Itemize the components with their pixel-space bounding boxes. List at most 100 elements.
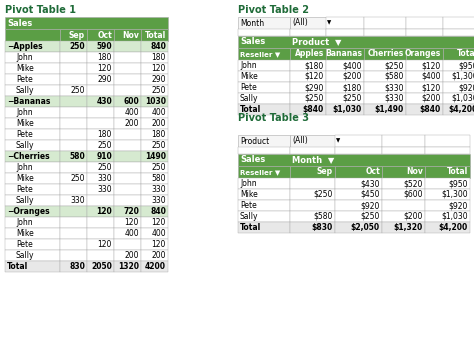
Text: (All): (All) xyxy=(292,136,308,145)
Text: Nov: Nov xyxy=(406,168,423,176)
Text: $330: $330 xyxy=(384,83,404,92)
Bar xyxy=(335,178,382,189)
Text: 120: 120 xyxy=(152,240,166,249)
Text: Apples: Apples xyxy=(295,49,324,58)
Bar xyxy=(406,71,443,82)
Text: $840: $840 xyxy=(420,105,441,114)
Bar xyxy=(238,222,290,233)
Bar xyxy=(114,129,141,140)
Bar xyxy=(364,93,406,104)
Text: $1,030: $1,030 xyxy=(333,105,362,114)
Bar xyxy=(60,162,87,173)
Text: Month: Month xyxy=(240,19,264,28)
Bar xyxy=(238,135,290,147)
Text: $200: $200 xyxy=(343,72,362,81)
Text: $600: $600 xyxy=(403,190,423,199)
Bar xyxy=(5,228,60,239)
Text: $920: $920 xyxy=(459,83,474,92)
Text: $920: $920 xyxy=(448,201,468,210)
Bar xyxy=(5,17,168,29)
Text: $4,200: $4,200 xyxy=(439,223,468,232)
Text: $1,320: $1,320 xyxy=(394,223,423,232)
Bar xyxy=(141,151,168,162)
Bar xyxy=(238,154,470,166)
Text: Cherries: Cherries xyxy=(368,49,404,58)
Text: 840: 840 xyxy=(150,207,166,216)
Bar xyxy=(87,206,114,217)
Text: 400: 400 xyxy=(151,108,166,117)
Bar xyxy=(141,217,168,228)
Bar xyxy=(141,74,168,85)
Text: 120: 120 xyxy=(125,218,139,227)
Bar xyxy=(87,107,114,118)
Text: 250: 250 xyxy=(71,174,85,183)
Text: $580: $580 xyxy=(314,212,333,221)
Bar xyxy=(87,184,114,195)
Text: Reseller ▼: Reseller ▼ xyxy=(240,51,280,57)
Text: Pivot Table 2: Pivot Table 2 xyxy=(238,5,309,15)
Bar xyxy=(382,189,425,200)
Text: 400: 400 xyxy=(124,229,139,238)
Bar xyxy=(5,151,60,162)
Bar xyxy=(5,29,60,41)
Bar xyxy=(60,52,87,63)
Text: 250: 250 xyxy=(98,141,112,150)
Text: 830: 830 xyxy=(69,262,85,271)
Bar xyxy=(326,29,364,36)
Bar xyxy=(114,217,141,228)
Text: $1,300: $1,300 xyxy=(441,190,468,199)
Bar xyxy=(114,29,141,41)
Text: 400: 400 xyxy=(151,229,166,238)
Bar xyxy=(425,211,470,222)
Bar xyxy=(290,71,326,82)
Text: $1,030: $1,030 xyxy=(441,212,468,221)
Text: 200: 200 xyxy=(125,119,139,128)
Text: Total: Total xyxy=(240,223,261,232)
Text: Mike: Mike xyxy=(16,119,34,128)
Bar xyxy=(238,82,290,93)
Bar xyxy=(443,82,474,93)
Text: Sales: Sales xyxy=(240,38,265,47)
Text: Pete: Pete xyxy=(16,75,33,84)
Text: ▼: ▼ xyxy=(327,20,331,25)
Text: $950: $950 xyxy=(458,61,474,70)
Bar xyxy=(238,166,290,178)
Bar xyxy=(5,162,60,173)
Bar xyxy=(60,63,87,74)
Text: $830: $830 xyxy=(312,223,333,232)
Text: 200: 200 xyxy=(152,251,166,260)
Bar xyxy=(406,93,443,104)
Bar xyxy=(5,107,60,118)
Bar xyxy=(87,195,114,206)
Text: $200: $200 xyxy=(422,94,441,103)
Bar xyxy=(114,206,141,217)
Bar xyxy=(114,41,141,52)
Text: Pete: Pete xyxy=(16,240,33,249)
Bar xyxy=(114,74,141,85)
Bar xyxy=(238,71,290,82)
Bar xyxy=(60,195,87,206)
Bar xyxy=(141,140,168,151)
Bar xyxy=(141,41,168,52)
Bar xyxy=(114,239,141,250)
Bar xyxy=(425,147,470,154)
Text: 4200: 4200 xyxy=(145,262,166,271)
Text: Mike: Mike xyxy=(16,64,34,73)
Text: 580: 580 xyxy=(152,174,166,183)
Bar xyxy=(5,206,60,217)
Text: 1490: 1490 xyxy=(145,152,166,161)
Text: 330: 330 xyxy=(70,196,85,205)
Bar xyxy=(114,228,141,239)
Text: 330: 330 xyxy=(97,174,112,183)
Bar xyxy=(141,129,168,140)
Text: Pivot Table 1: Pivot Table 1 xyxy=(5,5,76,15)
Bar xyxy=(87,85,114,96)
Text: Pete: Pete xyxy=(16,185,33,194)
Bar xyxy=(290,200,335,211)
Text: 910: 910 xyxy=(96,152,112,161)
Text: Pete: Pete xyxy=(240,83,257,92)
Bar xyxy=(406,104,443,115)
Text: Total: Total xyxy=(145,30,166,39)
Bar xyxy=(290,93,326,104)
Text: $4,200: $4,200 xyxy=(449,105,474,114)
